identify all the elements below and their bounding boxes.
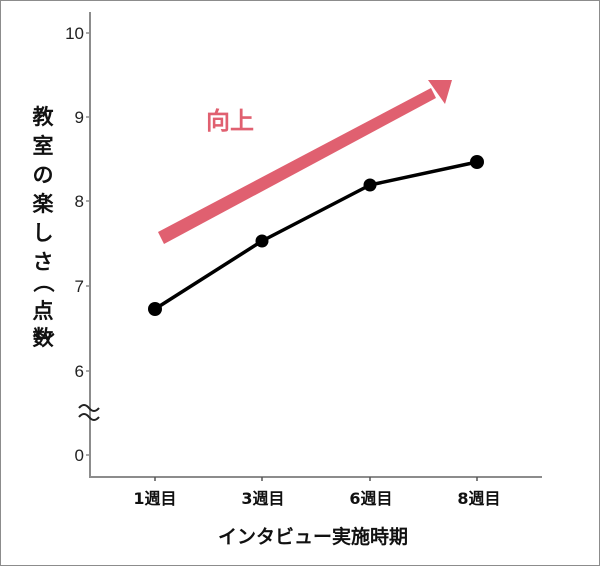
svg-text:楽: 楽 — [33, 192, 55, 216]
trend-arrow-icon — [158, 80, 452, 244]
svg-text:点: 点 — [33, 299, 54, 323]
svg-text:）: ） — [31, 333, 55, 354]
data-point-week6 — [363, 178, 377, 192]
x-axis-label: インタビュー実施時期 — [218, 525, 408, 548]
svg-text:し: し — [33, 221, 54, 245]
y-tick-6: 6 — [75, 362, 84, 381]
data-point-week1 — [148, 302, 162, 316]
x-tick-labels: 1週目 3週目 6週目 8週目 — [133, 489, 500, 508]
x-tick-week3: 3週目 — [241, 489, 284, 508]
y-tick-8: 8 — [75, 192, 84, 211]
svg-text:室: 室 — [33, 134, 54, 158]
series-line — [154, 160, 478, 311]
y-ticks — [86, 32, 90, 456]
improvement-annotation: 向上 — [206, 107, 254, 135]
svg-text:の: の — [33, 163, 54, 187]
y-tick-10: 10 — [65, 24, 84, 43]
y-axis-label: 教 室 の 楽 し さ （ 点 数 ） — [31, 105, 55, 354]
svg-text:（: （ — [31, 272, 55, 293]
svg-text:教: 教 — [33, 105, 55, 129]
data-points — [148, 155, 484, 316]
y-tick-9: 9 — [75, 108, 84, 127]
x-tick-week8: 8週目 — [457, 489, 500, 508]
x-tick-week6: 6週目 — [349, 489, 392, 508]
svg-text:さ: さ — [33, 250, 54, 274]
axis-break-icon — [78, 404, 100, 421]
data-point-week3 — [255, 234, 269, 248]
y-tick-labels: 10 9 8 7 6 0 — [65, 24, 84, 465]
y-tick-7: 7 — [75, 277, 84, 296]
x-tick-week1: 1週目 — [133, 489, 176, 508]
y-tick-0: 0 — [75, 446, 84, 465]
svg-text:数: 数 — [33, 326, 55, 350]
data-point-week8 — [470, 155, 484, 169]
x-ticks — [154, 477, 478, 481]
